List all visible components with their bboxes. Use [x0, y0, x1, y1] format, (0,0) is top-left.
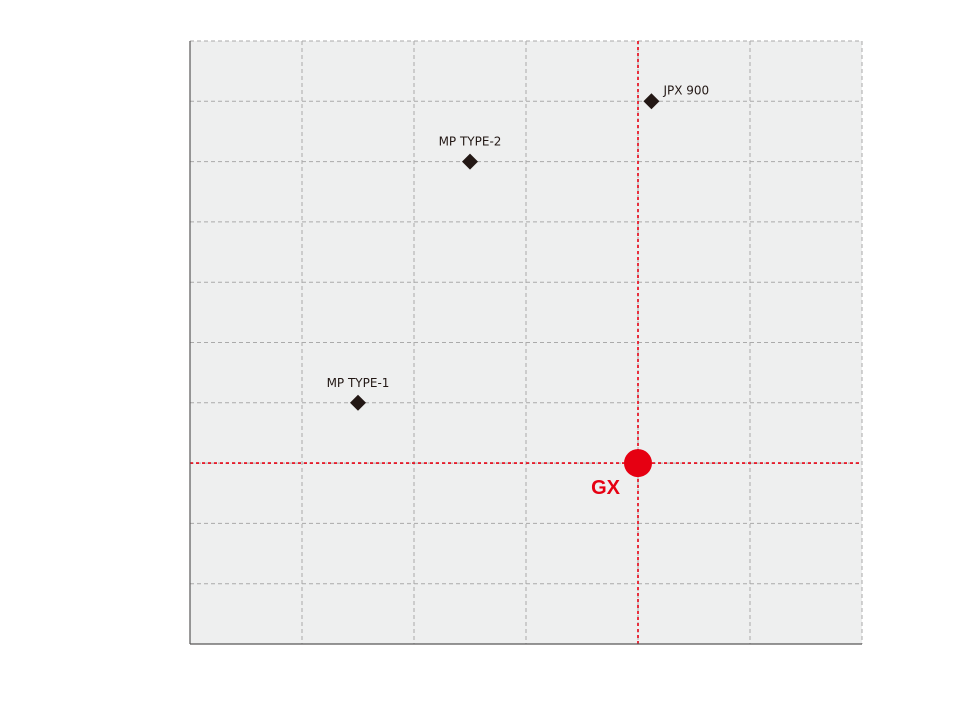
- highlight-crosshair: [190, 41, 862, 644]
- data-point-label: JPX 900: [662, 83, 709, 97]
- data-point-label: MP TYPE-1: [327, 376, 390, 390]
- axes: [189, 41, 862, 645]
- data-point-marker: [462, 153, 478, 170]
- highlight-marker: [624, 449, 652, 478]
- highlight-label: GX: [591, 477, 621, 499]
- data-point-label: MP TYPE-2: [439, 135, 502, 149]
- data-point-marker: [350, 394, 366, 411]
- data-point-marker: [643, 93, 660, 110]
- data-points: MP TYPE-1 MP TYPE-2 JPX 900: [327, 83, 709, 411]
- highlight-point: GX: [591, 449, 652, 499]
